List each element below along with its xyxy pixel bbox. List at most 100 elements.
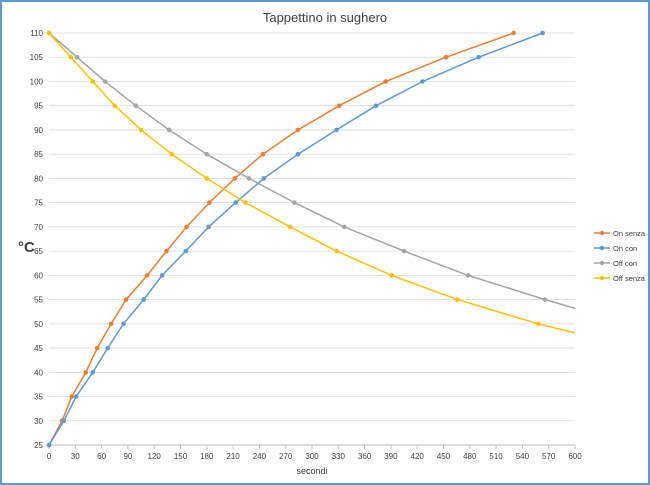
y-tick-65: 65 (34, 247, 43, 256)
legend-swatch-marker-on-con (599, 245, 605, 251)
series-on-con (46, 30, 545, 448)
data-point-on-senza-3 (83, 370, 89, 375)
data-point-on-senza-17 (511, 30, 516, 36)
data-point-off-senza-11 (455, 297, 460, 302)
series-off-con (46, 30, 576, 310)
y-tick-95: 95 (34, 102, 43, 111)
data-point-on-con-7 (159, 273, 165, 278)
data-point-off-con-3 (133, 103, 139, 108)
y-tick-labels: 25 30 35 40 45 50 55 60 65 70 75 80 85 90 95 100 105 110 (30, 29, 44, 450)
x-axis-label: secondi (296, 466, 327, 476)
x-tick-450: 450 (437, 452, 451, 461)
gridlines (49, 32, 575, 446)
x-tick-510: 510 (489, 452, 503, 461)
series-on-senza (46, 30, 516, 448)
x-tick-330: 330 (332, 452, 346, 461)
data-point-on-senza-4 (94, 345, 100, 351)
series-line-on-senza (48, 32, 514, 446)
x-tick-210: 210 (226, 452, 240, 461)
data-point-off-senza-7 (243, 200, 248, 205)
data-point-on-con-9 (206, 224, 211, 230)
data-point-off-senza-8 (287, 224, 293, 230)
data-point-off-senza-0 (46, 30, 52, 36)
x-tick-570: 570 (542, 452, 556, 461)
x-tick-540: 540 (516, 452, 530, 461)
data-point-off-senza-6 (204, 176, 210, 181)
y-tick-60: 60 (34, 271, 43, 280)
x-tick-240: 240 (253, 452, 267, 461)
x-tick-0: 0 (47, 452, 52, 461)
data-point-off-con-9 (401, 248, 407, 254)
series-line-off-senza (48, 32, 576, 334)
data-point-on-con-8 (183, 248, 189, 254)
y-tick-80: 80 (34, 174, 43, 183)
data-point-off-senza-5 (169, 151, 174, 157)
data-point-on-con-2 (73, 394, 79, 399)
data-point-off-con-2 (102, 79, 108, 84)
x-tick-270: 270 (279, 452, 293, 461)
data-point-off-senza-2 (90, 79, 96, 84)
data-point-on-senza-10 (207, 200, 212, 205)
data-point-on-senza-8 (164, 248, 169, 254)
y-tick-25: 25 (34, 441, 43, 450)
legend-label-off-senza: Off senza (613, 274, 646, 283)
y-tick-45: 45 (34, 344, 43, 353)
legend-swatch-marker-on-senza (599, 230, 605, 236)
data-point-off-con-8 (342, 224, 347, 230)
axes (48, 444, 576, 449)
x-tick-420: 420 (411, 452, 425, 461)
legend-label-on-senza: On senza (613, 229, 646, 238)
data-point-off-con-4 (166, 127, 172, 133)
data-point-on-senza-2 (69, 394, 75, 399)
y-tick-100: 100 (30, 77, 44, 86)
legend-swatch-marker-off-con (599, 260, 605, 266)
x-tick-180: 180 (200, 452, 214, 461)
x-tick-480: 480 (463, 452, 477, 461)
data-point-on-con-16 (476, 54, 481, 60)
data-point-on-senza-16 (443, 54, 449, 60)
y-tick-70: 70 (34, 223, 43, 232)
legend-item-on-con: On con (594, 244, 637, 253)
data-point-on-senza-9 (184, 224, 189, 230)
data-point-off-con-5 (204, 151, 210, 157)
data-point-off-senza-10 (389, 273, 395, 278)
data-point-off-con-10 (465, 273, 471, 278)
x-tick-360: 360 (358, 452, 372, 461)
data-point-off-senza-3 (112, 103, 118, 108)
x-tick-300: 300 (305, 452, 319, 461)
data-point-on-senza-6 (123, 297, 129, 302)
series-line-off-con (48, 32, 576, 310)
y-tick-35: 35 (34, 393, 43, 402)
data-point-on-con-13 (334, 127, 339, 133)
y-tick-30: 30 (34, 417, 43, 426)
data-point-on-con-11 (261, 176, 267, 181)
data-point-off-con-7 (292, 200, 297, 205)
y-tick-105: 105 (30, 53, 44, 62)
data-point-on-con-4 (105, 345, 110, 351)
series-group (46, 30, 576, 448)
data-point-on-con-17 (540, 30, 545, 36)
data-point-on-senza-15 (383, 79, 388, 84)
y-tick-55: 55 (34, 296, 43, 305)
data-point-on-con-12 (295, 151, 301, 157)
y-tick-40: 40 (34, 368, 43, 377)
series-line-on-con (48, 32, 543, 446)
data-point-on-con-1 (61, 418, 67, 424)
y-tick-85: 85 (34, 150, 43, 159)
y-tick-90: 90 (34, 126, 43, 135)
y-tick-50: 50 (34, 320, 43, 329)
chart-title: Tappettino in sughero (263, 10, 387, 25)
y-axis-label: °C (18, 239, 35, 256)
series-off-senza (46, 30, 576, 334)
data-point-on-con-5 (121, 321, 126, 327)
x-tick-120: 120 (148, 452, 162, 461)
y-tick-75: 75 (34, 199, 43, 208)
data-point-off-senza-4 (138, 127, 144, 133)
legend-item-off-con: Off con (594, 259, 637, 268)
data-point-on-senza-7 (144, 273, 150, 278)
data-point-off-senza-1 (68, 54, 74, 60)
x-tick-90: 90 (123, 452, 132, 461)
data-point-on-senza-13 (295, 127, 301, 133)
data-point-on-senza-14 (336, 103, 342, 108)
legend-label-off-con: Off con (613, 259, 637, 268)
